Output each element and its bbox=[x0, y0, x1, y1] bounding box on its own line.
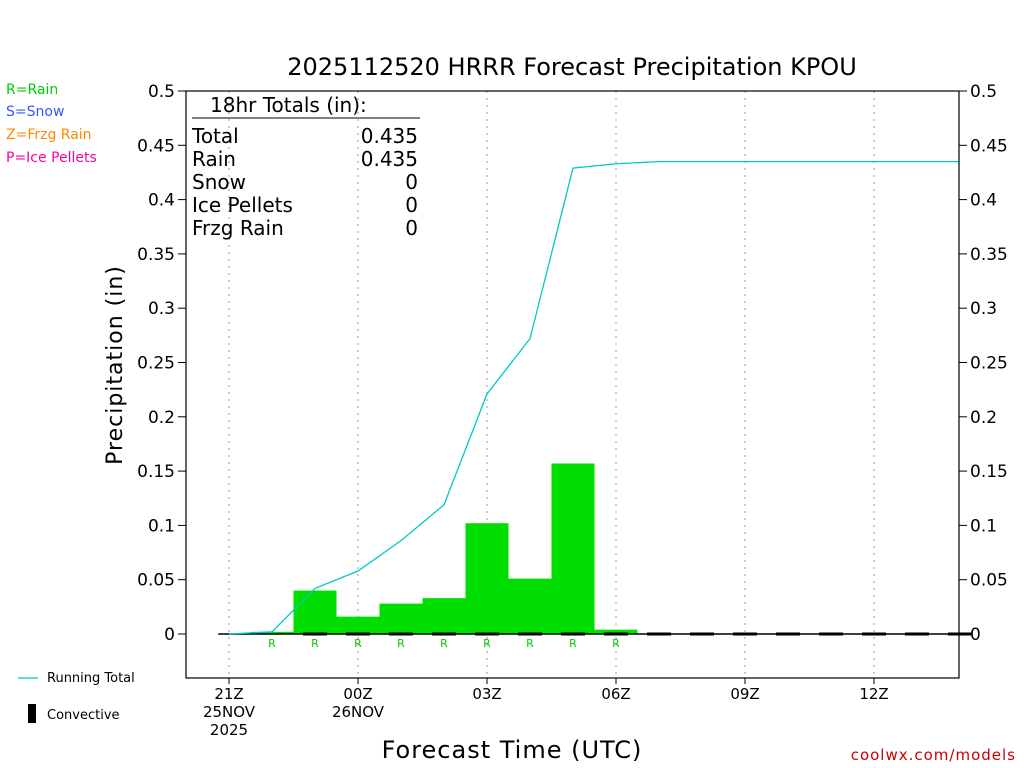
totals-label: Frzg Rain bbox=[192, 216, 284, 240]
totals-label: Ice Pellets bbox=[192, 193, 293, 217]
totals-box: 18hr Totals (in): Total 0.435 Rain 0.435 Sno… bbox=[191, 93, 420, 240]
convective-legend-swatch bbox=[28, 704, 36, 723]
chart-title: 2025112520 HRRR Forecast Precipitation K… bbox=[287, 53, 857, 81]
precip-bar bbox=[551, 463, 595, 634]
totals-value: 0 bbox=[405, 170, 418, 194]
totals-label: Total bbox=[191, 124, 239, 148]
x-tick-label: 06Z bbox=[601, 685, 630, 703]
precip-bar bbox=[465, 523, 509, 634]
y-tick-label-left: 0.45 bbox=[137, 136, 175, 156]
x-tick-label: 03Z bbox=[472, 685, 501, 703]
precip-type-label: R bbox=[311, 637, 319, 650]
y-tick-label-left: 0.35 bbox=[137, 245, 175, 265]
totals-value: 0 bbox=[405, 193, 418, 217]
legend-rain: R=Rain bbox=[6, 82, 59, 98]
bar-series bbox=[250, 463, 638, 634]
precip-type-label: R bbox=[440, 637, 448, 650]
precip-type-label: R bbox=[483, 637, 491, 650]
x-tick-label: 21Z bbox=[214, 685, 243, 703]
y-tick-label-left: 0.25 bbox=[137, 354, 175, 374]
y-tick-label-left: 0.4 bbox=[148, 191, 175, 211]
precip-bar bbox=[594, 629, 638, 634]
source-watermark: coolwx.com/models bbox=[850, 746, 1016, 764]
precip-type-label: R bbox=[354, 637, 362, 650]
running-total-legend-label: Running Total bbox=[47, 671, 135, 686]
precip-bar bbox=[379, 603, 423, 634]
y-tick-label-left: 0.1 bbox=[148, 516, 175, 536]
plot-frame bbox=[185, 90, 960, 679]
y-tick-label-right: 0.25 bbox=[970, 354, 1008, 374]
x-axis-label: Forecast Time (UTC) bbox=[382, 736, 643, 764]
totals-label: Rain bbox=[192, 147, 236, 171]
legend-frzg-rain: Z=Frzg Rain bbox=[6, 127, 92, 143]
convective-legend-label: Convective bbox=[47, 708, 120, 723]
precip-bar bbox=[336, 616, 380, 634]
y-tick-label-left: 0.3 bbox=[148, 299, 175, 319]
x-tick-label: 25NOV bbox=[203, 703, 256, 721]
precip-type-label: R bbox=[526, 637, 534, 650]
legend-snow: S=Snow bbox=[6, 104, 65, 120]
precip-type-label: R bbox=[397, 637, 405, 650]
precip-type-label: R bbox=[268, 637, 276, 650]
x-tick-label: 12Z bbox=[859, 685, 888, 703]
y-tick-label-right: 0.4 bbox=[970, 191, 997, 211]
running-total-line bbox=[228, 160, 959, 635]
y-tick-label-left: 0.2 bbox=[148, 408, 175, 428]
y-tick-label-right: 0.3 bbox=[970, 299, 997, 319]
y-tick-label-left: 0 bbox=[164, 625, 175, 645]
y-tick-label-right: 0.1 bbox=[970, 516, 997, 536]
precip-type-label: R bbox=[612, 637, 620, 650]
y-tick-label-left: 0.05 bbox=[137, 571, 175, 591]
precip-bar bbox=[250, 631, 294, 634]
y-axis-right: 0 0.05 0.1 0.15 0.2 0.25 0.3 0.35 0.4 0.45 0.5 bbox=[959, 82, 1008, 645]
totals-value: 0.435 bbox=[361, 124, 418, 148]
precip-bar bbox=[422, 598, 466, 634]
y-tick-label-left: 0.5 bbox=[148, 82, 175, 102]
running-total-series bbox=[228, 160, 959, 635]
precip-bar bbox=[508, 578, 552, 634]
y-tick-label-right: 0.2 bbox=[970, 408, 997, 428]
precip-type-label: R bbox=[569, 637, 577, 650]
totals-value: 0.435 bbox=[361, 147, 418, 171]
y-tick-label-right: 0.05 bbox=[970, 571, 1008, 591]
y-tick-label-right: 0.45 bbox=[970, 136, 1008, 156]
y-axis-left: 0 0.05 0.1 0.15 0.2 0.25 0.3 0.35 0.4 0.45 0.5 bbox=[137, 82, 186, 645]
x-tick-label: 09Z bbox=[730, 685, 759, 703]
y-tick-label-left: 0.15 bbox=[137, 462, 175, 482]
precip-bar bbox=[293, 590, 337, 634]
x-tick-label: 00Z bbox=[343, 685, 372, 703]
legend-ice-pellets: P=Ice Pellets bbox=[6, 150, 97, 166]
totals-heading: 18hr Totals (in): bbox=[210, 93, 367, 117]
y-tick-label-right: 0 bbox=[970, 625, 981, 645]
y-tick-label-right: 0.15 bbox=[970, 462, 1008, 482]
y-tick-label-right: 0.5 bbox=[970, 82, 997, 102]
totals-value: 0 bbox=[405, 216, 418, 240]
x-tick-label: 26NOV bbox=[332, 703, 385, 721]
y-axis-label: Precipitation (in) bbox=[103, 265, 128, 465]
x-tick-label: 2025 bbox=[210, 721, 248, 739]
y-tick-label-right: 0.35 bbox=[970, 245, 1008, 265]
totals-label: Snow bbox=[192, 170, 246, 194]
